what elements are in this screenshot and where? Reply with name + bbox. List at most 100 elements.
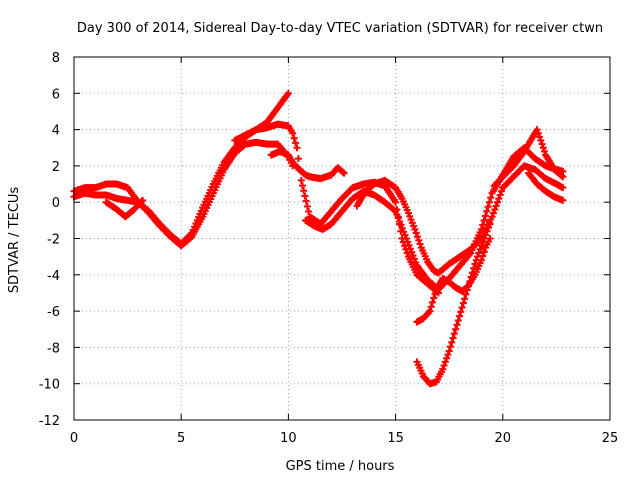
data-point [137, 198, 145, 206]
data-point [537, 136, 545, 144]
data-point [416, 240, 424, 248]
data-point [540, 147, 548, 155]
data-point [487, 194, 495, 202]
data-point [497, 187, 505, 195]
data-point [476, 245, 484, 253]
data-point [411, 225, 419, 233]
data-point [472, 256, 480, 264]
series-arc-9 [490, 126, 567, 190]
data-point [471, 260, 479, 268]
data-point [448, 338, 456, 346]
data-point [559, 196, 567, 204]
x-tick-label: 25 [602, 431, 619, 446]
data-point [496, 191, 504, 199]
data-point [439, 365, 447, 373]
data-point [482, 231, 490, 239]
data-point [298, 182, 306, 190]
data-point [468, 269, 476, 277]
data-point [461, 295, 469, 303]
data-point [454, 317, 462, 325]
data-point [466, 277, 474, 285]
x-tick-label: 0 [70, 431, 78, 446]
chart-title: Day 300 of 2014, Sidereal Day-to-day VTE… [77, 21, 603, 36]
data-point [446, 343, 454, 351]
data-point [301, 192, 309, 200]
data-point [559, 184, 567, 192]
data-point [559, 173, 567, 181]
data-point [294, 155, 302, 163]
y-tick-label: -6 [47, 305, 60, 320]
data-point [445, 347, 453, 355]
data-point [303, 202, 311, 210]
data-point [453, 321, 461, 329]
data-point [427, 303, 435, 311]
data-point [302, 197, 310, 205]
data-point [431, 290, 439, 298]
data-point [491, 205, 499, 213]
data-point [492, 202, 500, 210]
data-point [455, 312, 463, 320]
y-tick-label: -4 [47, 269, 60, 284]
data-point [489, 209, 497, 217]
data-point [339, 168, 347, 176]
data-point [305, 208, 313, 216]
data-point [415, 236, 423, 244]
data-point [467, 273, 475, 281]
data-point [284, 89, 292, 97]
data-point [428, 298, 436, 306]
data-point [493, 198, 501, 206]
data-point [441, 358, 449, 366]
x-axis-label: GPS time / hours [286, 459, 395, 474]
data-point [486, 220, 494, 228]
series-arc-6 [353, 162, 567, 277]
data-series [70, 89, 567, 388]
x-tick-label: 20 [495, 431, 512, 446]
data-point [300, 187, 308, 195]
data-point [412, 229, 420, 237]
data-point [481, 212, 489, 220]
data-point [340, 169, 348, 177]
data-point [463, 286, 471, 294]
data-point [539, 144, 547, 152]
data-point [443, 354, 451, 362]
data-point [430, 294, 438, 302]
y-tick-label: -12 [39, 414, 60, 429]
x-tick-label: 10 [280, 431, 297, 446]
y-tick-label: 2 [52, 160, 60, 175]
data-point [536, 133, 544, 141]
data-point [293, 144, 301, 152]
y-tick-label: 8 [52, 51, 60, 66]
data-point [483, 227, 491, 235]
tick-labels: 0 5 10 15 20 25 -12 -10 -8 -6 -4 -2 0 2 4 6 8 [39, 51, 619, 446]
data-point [413, 233, 421, 241]
series-arc-11 [102, 196, 147, 221]
y-tick-label: 4 [52, 124, 60, 139]
data-point [477, 242, 485, 250]
data-point [480, 248, 488, 256]
data-point [450, 330, 458, 338]
data-point [480, 216, 488, 224]
data-point [440, 362, 448, 370]
data-point [292, 139, 300, 147]
series-arc-8 [413, 220, 494, 388]
x-tick-label: 5 [177, 431, 185, 446]
data-point [533, 126, 541, 134]
data-point [392, 198, 400, 206]
series-arc-2 [70, 138, 297, 250]
data-point [452, 325, 460, 333]
data-point [485, 198, 493, 206]
data-point [484, 203, 492, 211]
y-tick-label: 0 [52, 196, 60, 211]
y-tick-label: 6 [52, 87, 60, 102]
y-tick-label: -2 [47, 233, 60, 248]
data-point [538, 140, 546, 148]
data-point [297, 176, 305, 184]
y-axis-label: SDTVAR / TECUs [7, 187, 22, 294]
axis-ticks [73, 56, 611, 421]
data-point [449, 334, 457, 342]
series-arc-3 [231, 120, 442, 297]
series-arc-10 [525, 169, 567, 204]
data-point [474, 253, 482, 261]
data-point [479, 238, 487, 246]
